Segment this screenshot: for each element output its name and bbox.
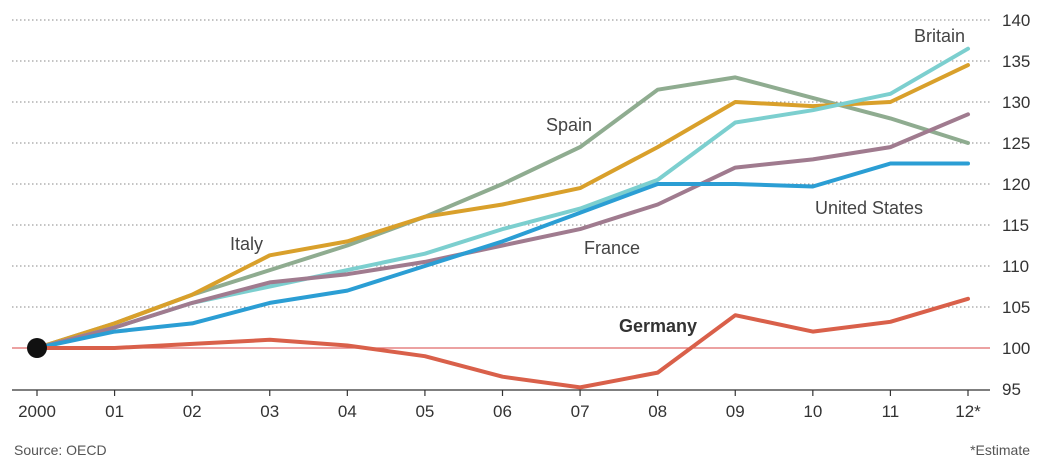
x-tick-label: 03 <box>260 402 279 421</box>
y-tick-label: 115 <box>1002 216 1029 235</box>
x-axis: 2000 01 02 03 04 05 06 07 08 09 10 11 12* <box>12 389 990 421</box>
x-tick-label: 07 <box>571 402 590 421</box>
source-note: Source: OECD <box>14 442 107 458</box>
x-tick-label: 2000 <box>18 402 56 421</box>
label-united-states: United States <box>815 198 923 218</box>
grid-lines <box>12 19 990 308</box>
series-line-germany <box>35 296 970 390</box>
x-tick-label: 01 <box>105 402 124 421</box>
y-tick-label: 120 <box>1002 175 1030 194</box>
y-tick-label: 130 <box>1002 93 1030 112</box>
label-germany: Germany <box>619 316 697 336</box>
x-tick-label: 12* <box>955 402 981 421</box>
label-britain: Britain <box>914 26 965 46</box>
y-tick-label: 105 <box>1002 298 1030 317</box>
label-spain: Spain <box>546 115 592 135</box>
x-tick-label: 05 <box>415 402 434 421</box>
series-line-france <box>35 112 970 350</box>
x-tick-label: 08 <box>648 402 667 421</box>
label-france: France <box>584 238 640 258</box>
estimate-footnote: *Estimate <box>970 442 1030 458</box>
y-tick-label: 135 <box>1002 52 1030 71</box>
label-italy: Italy <box>230 234 263 254</box>
y-tick-label: 140 <box>1002 11 1030 30</box>
x-tick-label: 10 <box>803 402 822 421</box>
x-tick-label: 06 <box>493 402 512 421</box>
y-axis-ticks: 95 100 105 110 115 120 125 130 135 140 <box>1002 11 1030 399</box>
x-tick-label: 11 <box>882 402 900 421</box>
start-point-marker <box>27 338 47 358</box>
x-tick-label: 02 <box>183 402 202 421</box>
series-lines <box>35 46 970 390</box>
y-tick-label: 95 <box>1002 380 1021 399</box>
y-tick-label: 125 <box>1002 134 1030 153</box>
series-line-united-states <box>35 161 970 350</box>
x-tick-label: 09 <box>726 402 745 421</box>
start-marker <box>27 338 47 358</box>
x-tick-label: 04 <box>338 402 357 421</box>
series-line-italy <box>35 63 970 350</box>
y-tick-label: 100 <box>1002 339 1030 358</box>
y-tick-label: 110 <box>1002 257 1029 276</box>
